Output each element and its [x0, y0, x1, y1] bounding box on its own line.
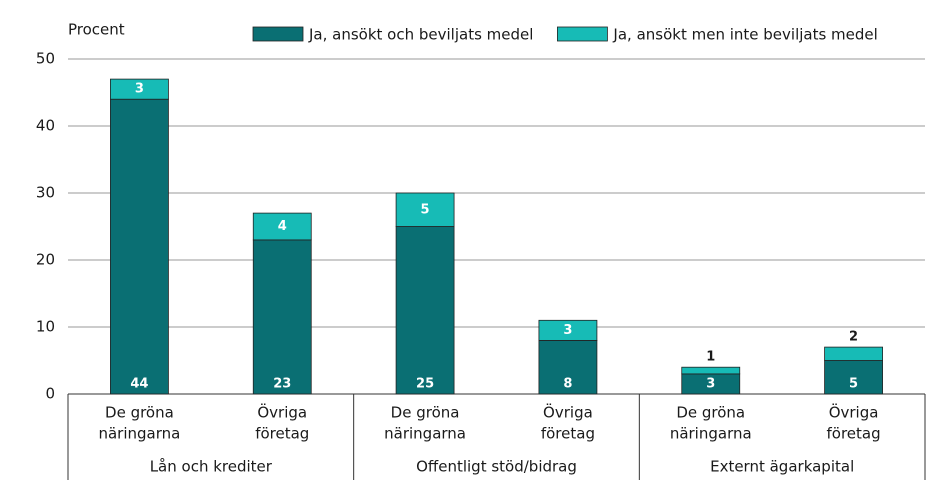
data-label: 5 — [421, 202, 430, 217]
x-tick-label: näringarna — [98, 425, 180, 443]
y-tick-label: 50 — [36, 50, 55, 68]
group-label: Externt ägarkapital — [710, 458, 854, 476]
data-label: 1 — [706, 350, 715, 365]
legend-label: Ja, ansökt men inte beviljats medel — [612, 26, 877, 44]
bar-segment — [252, 212, 312, 241]
data-label: 3 — [706, 377, 715, 392]
data-label: 8 — [563, 377, 572, 392]
bar-segment — [538, 339, 598, 395]
bar-segment — [110, 78, 169, 100]
x-tick-label: näringarna — [384, 425, 466, 443]
x-tick-label: De gröna — [676, 404, 745, 422]
bar-segment — [110, 98, 169, 395]
x-tick-label: Övriga — [257, 403, 307, 422]
bar-segment — [395, 192, 455, 227]
bar-segment — [538, 319, 598, 341]
y-tick-label: 30 — [36, 184, 55, 202]
legend-label: Ja, ansökt och beviljats medel — [308, 26, 533, 44]
x-tick-label: De gröna — [105, 404, 174, 422]
data-label: 25 — [416, 377, 434, 392]
data-label: 3 — [135, 82, 144, 97]
data-label: 3 — [563, 323, 572, 338]
x-tick-label: företag — [255, 425, 309, 443]
data-label: 5 — [849, 377, 858, 392]
bar-segment — [395, 226, 455, 395]
legend-swatch — [252, 26, 304, 42]
data-label: 4 — [278, 219, 287, 234]
y-tick-label: 10 — [36, 318, 55, 336]
x-tick-label: Övriga — [829, 403, 879, 422]
y-tick-label: 0 — [45, 385, 55, 403]
y-tick-label: 40 — [36, 117, 55, 135]
x-tick-label: Övriga — [543, 403, 593, 422]
data-label: 44 — [130, 377, 148, 392]
group-label: Offentligt stöd/bidrag — [416, 458, 577, 476]
group-label: Lån och krediter — [150, 458, 273, 476]
data-label: 23 — [273, 377, 291, 392]
bar-segment — [824, 346, 883, 361]
x-tick-label: företag — [541, 425, 595, 443]
data-label: 2 — [849, 330, 858, 345]
bar-segment — [681, 366, 741, 375]
y-tick-label: 20 — [36, 251, 55, 269]
bar-segment — [824, 360, 883, 395]
x-tick-label: näringarna — [670, 425, 752, 443]
y-axis-label: Procent — [68, 21, 125, 39]
x-tick-label: De gröna — [391, 404, 460, 422]
x-tick-label: företag — [827, 425, 881, 443]
legend-swatch — [557, 26, 608, 42]
bar-segment — [252, 239, 312, 395]
